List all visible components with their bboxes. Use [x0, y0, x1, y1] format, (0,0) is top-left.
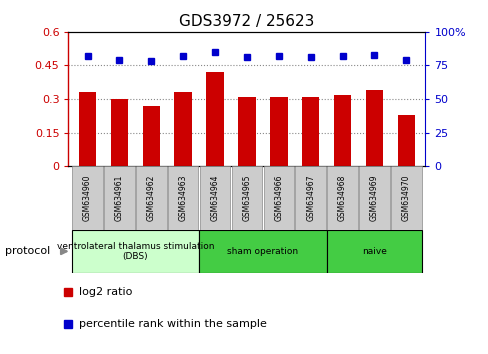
Bar: [200, 166, 230, 230]
Title: GDS3972 / 25623: GDS3972 / 25623: [179, 14, 314, 29]
Bar: [358, 166, 389, 230]
Bar: [269, 97, 287, 166]
Text: GSM634962: GSM634962: [146, 175, 156, 222]
Bar: [199, 230, 326, 273]
Bar: [238, 97, 255, 166]
Bar: [206, 72, 224, 166]
Text: GSM634967: GSM634967: [305, 175, 315, 222]
Bar: [79, 92, 96, 166]
Text: GSM634966: GSM634966: [274, 175, 283, 222]
Bar: [104, 166, 135, 230]
Text: GSM634964: GSM634964: [210, 175, 219, 222]
Bar: [174, 92, 192, 166]
Text: log2 ratio: log2 ratio: [79, 287, 132, 297]
Text: GSM634963: GSM634963: [178, 175, 187, 222]
Bar: [301, 97, 319, 166]
Bar: [333, 95, 350, 166]
Bar: [72, 166, 102, 230]
Bar: [390, 166, 421, 230]
Text: GSM634968: GSM634968: [337, 175, 346, 222]
Text: ventrolateral thalamus stimulation
(DBS): ventrolateral thalamus stimulation (DBS): [57, 242, 214, 261]
Text: sham operation: sham operation: [227, 247, 298, 256]
Bar: [231, 166, 262, 230]
Text: protocol: protocol: [5, 246, 50, 256]
Bar: [142, 106, 160, 166]
Bar: [167, 166, 198, 230]
Bar: [397, 115, 414, 166]
Text: GSM634960: GSM634960: [83, 175, 92, 222]
Text: GSM634961: GSM634961: [115, 175, 123, 222]
Bar: [72, 230, 199, 273]
Text: GSM634965: GSM634965: [242, 175, 251, 222]
Text: GSM634970: GSM634970: [401, 175, 410, 222]
Bar: [110, 99, 128, 166]
Bar: [365, 90, 383, 166]
Text: GSM634969: GSM634969: [369, 175, 378, 222]
Bar: [263, 166, 293, 230]
Text: naive: naive: [361, 247, 386, 256]
Bar: [326, 166, 357, 230]
Text: percentile rank within the sample: percentile rank within the sample: [79, 319, 266, 329]
Bar: [326, 230, 421, 273]
Bar: [136, 166, 166, 230]
Bar: [295, 166, 325, 230]
